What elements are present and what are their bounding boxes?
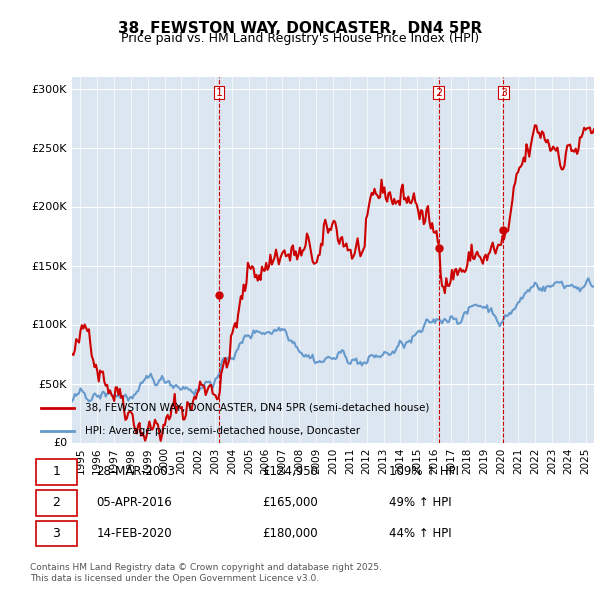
Text: 44% ↑ HPI: 44% ↑ HPI xyxy=(389,526,451,540)
Text: 3: 3 xyxy=(53,526,61,540)
Text: 2: 2 xyxy=(53,496,61,509)
Text: Price paid vs. HM Land Registry's House Price Index (HPI): Price paid vs. HM Land Registry's House … xyxy=(121,32,479,45)
Text: £124,950: £124,950 xyxy=(262,464,318,478)
Text: £180,000: £180,000 xyxy=(262,526,317,540)
Text: 05-APR-2016: 05-APR-2016 xyxy=(96,496,172,509)
Text: £165,000: £165,000 xyxy=(262,496,317,509)
FancyBboxPatch shape xyxy=(35,490,77,516)
Text: 14-FEB-2020: 14-FEB-2020 xyxy=(96,526,172,540)
FancyBboxPatch shape xyxy=(35,520,77,546)
Text: 109% ↑ HPI: 109% ↑ HPI xyxy=(389,464,459,478)
Text: 38, FEWSTON WAY, DONCASTER,  DN4 5PR: 38, FEWSTON WAY, DONCASTER, DN4 5PR xyxy=(118,21,482,35)
Text: 38, FEWSTON WAY, DONCASTER, DN4 5PR (semi-detached house): 38, FEWSTON WAY, DONCASTER, DN4 5PR (sem… xyxy=(85,403,430,413)
Text: Contains HM Land Registry data © Crown copyright and database right 2025.
This d: Contains HM Land Registry data © Crown c… xyxy=(30,563,382,583)
Text: 28-MAR-2003: 28-MAR-2003 xyxy=(96,464,175,478)
Text: 1: 1 xyxy=(53,464,61,478)
Text: 49% ↑ HPI: 49% ↑ HPI xyxy=(389,496,451,509)
Text: 3: 3 xyxy=(500,88,507,98)
Text: 2: 2 xyxy=(435,88,442,98)
FancyBboxPatch shape xyxy=(35,459,77,484)
Text: 1: 1 xyxy=(215,88,223,98)
Text: HPI: Average price, semi-detached house, Doncaster: HPI: Average price, semi-detached house,… xyxy=(85,427,361,437)
